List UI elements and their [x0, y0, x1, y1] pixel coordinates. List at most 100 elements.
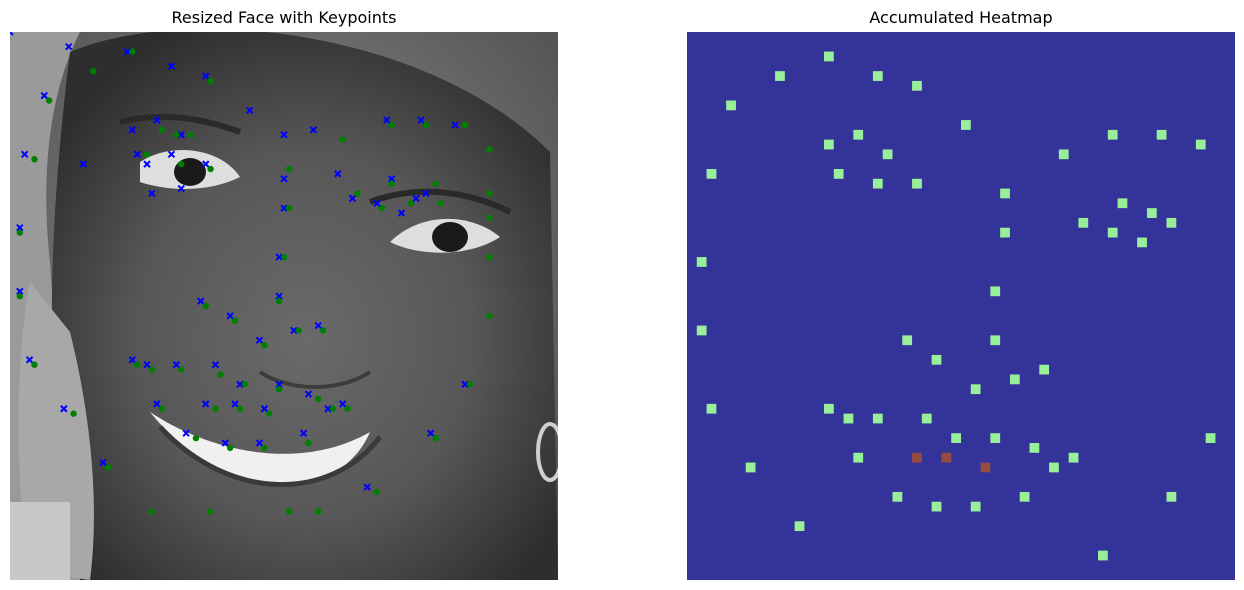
- predicted-keypoint-marker: [290, 326, 298, 335]
- predicted-keypoint-marker: [143, 160, 151, 168]
- heatmap-cell: [1058, 149, 1069, 160]
- target-keypoint-marker: [408, 200, 415, 207]
- heatmap-cell: [912, 178, 922, 189]
- target-keypoint-marker: [378, 204, 386, 212]
- target-keypoint-marker: [466, 381, 474, 388]
- predicted-keypoint-marker: [99, 458, 107, 467]
- target-keypoint-marker: [217, 371, 224, 378]
- heatmap-cell: [970, 501, 981, 512]
- predicted-keypoint-marker: [211, 361, 220, 369]
- predicted-keypoint-marker: [128, 126, 137, 134]
- target-keypoint-marker: [285, 204, 293, 212]
- heatmap-cell: [696, 257, 707, 267]
- predicted-keypoint-marker: [427, 429, 435, 437]
- predicted-keypoint-marker: [275, 380, 283, 388]
- target-keypoint-marker: [207, 165, 214, 173]
- target-keypoint-marker: [486, 146, 493, 153]
- heatmap-cell: [824, 51, 834, 62]
- target-keypoint-marker: [158, 126, 165, 134]
- predicted-keypoint-marker: [260, 405, 269, 413]
- target-keypoint-marker: [315, 395, 322, 403]
- heatmap-cell: [1000, 188, 1010, 199]
- target-keypoint-marker: [89, 67, 97, 75]
- target-keypoint-marker: [315, 508, 322, 515]
- accumulated-heatmap: [687, 32, 1235, 580]
- target-keypoint-marker: [158, 405, 165, 412]
- predicted-keypoint-marker: [128, 356, 137, 364]
- target-keypoint-marker: [261, 341, 268, 349]
- predicted-keypoint-marker: [79, 160, 88, 168]
- target-keypoint-marker: [31, 156, 38, 163]
- target-keypoint-marker: [143, 151, 151, 158]
- heatmap-cell: [1195, 139, 1206, 150]
- predicted-keypoint-marker: [334, 170, 342, 178]
- heatmap-cell: [951, 433, 961, 443]
- predicted-keypoint-marker: [422, 189, 430, 198]
- target-keypoint-marker: [285, 508, 293, 515]
- predicted-keypoint-marker: [172, 361, 181, 369]
- target-keypoint-marker: [486, 214, 493, 222]
- heatmap-cell: [794, 521, 805, 532]
- heatmap-cell: [1166, 217, 1177, 228]
- heatmap-cell: [726, 100, 736, 111]
- predicted-keypoint-marker: [202, 72, 210, 80]
- target-keypoint-marker: [173, 131, 180, 138]
- heatmap-cell: [931, 354, 942, 365]
- heatmap-cell: [1205, 433, 1216, 443]
- predicted-keypoint-marker: [221, 439, 229, 447]
- face-keypoints-plot: [10, 32, 558, 580]
- predicted-keypoint-marker: [177, 184, 185, 193]
- face-chart-title: Resized Face with Keypoints: [171, 8, 397, 27]
- target-keypoint-marker: [178, 366, 185, 373]
- heatmap-cell: [1107, 129, 1118, 140]
- predicted-keypoint-marker: [255, 439, 264, 447]
- predicted-keypoint-marker: [177, 131, 185, 139]
- target-keypoint-marker: [266, 410, 273, 417]
- predicted-keypoint-marker: [167, 150, 176, 159]
- heatmap-cell: [990, 335, 1001, 346]
- heatmap-cell: [872, 71, 883, 81]
- heatmap-cell: [980, 462, 991, 473]
- predicted-keypoint-marker: [65, 42, 73, 51]
- predicted-keypoint-marker: [236, 380, 244, 388]
- predicted-keypoint-marker: [133, 150, 141, 159]
- target-keypoint-marker: [207, 508, 214, 515]
- predicted-keypoint-marker: [16, 224, 24, 232]
- target-keypoint-marker: [285, 165, 293, 173]
- predicted-keypoint-marker: [387, 175, 396, 183]
- target-keypoint-marker: [148, 508, 156, 515]
- heatmap-cell: [970, 384, 981, 395]
- heatmap-cell: [1029, 443, 1040, 453]
- target-keypoint-marker: [339, 136, 346, 143]
- heatmap-cell: [941, 452, 952, 463]
- target-keypoint-marker: [129, 48, 136, 55]
- predicted-keypoint-marker: [226, 312, 234, 320]
- target-keypoint-marker: [437, 200, 444, 207]
- target-keypoint-marker: [486, 253, 493, 261]
- target-keypoint-marker: [275, 385, 283, 393]
- predicted-keypoint-marker: [255, 336, 264, 344]
- target-keypoint-marker: [432, 434, 439, 442]
- predicted-keypoint-marker: [202, 160, 210, 168]
- target-keypoint-marker: [319, 327, 327, 334]
- heatmap-cell: [745, 462, 756, 473]
- heatmap-cell: [833, 169, 844, 179]
- predicted-keypoint-marker: [275, 292, 283, 300]
- predicted-keypoint-marker: [383, 116, 391, 124]
- heatmap-cell: [853, 452, 864, 463]
- heatmap-cell: [824, 403, 834, 414]
- predicted-keypoint-marker: [167, 62, 176, 70]
- predicted-keypoint-marker: [417, 116, 425, 124]
- target-keypoint-marker: [16, 293, 23, 300]
- predicted-keypoint-marker: [280, 175, 288, 183]
- target-keypoint-marker: [45, 97, 53, 104]
- predicted-keypoint-marker: [25, 356, 34, 364]
- target-keypoint-marker: [178, 160, 185, 168]
- target-keypoint-marker: [70, 410, 77, 417]
- target-keypoint-marker: [329, 405, 337, 412]
- target-keypoint-marker: [486, 312, 493, 319]
- heatmap-background: [687, 32, 1235, 580]
- heatmap-cell: [1019, 491, 1030, 502]
- predicted-keypoint-marker: [373, 199, 381, 207]
- predicted-keypoint-marker: [339, 400, 347, 408]
